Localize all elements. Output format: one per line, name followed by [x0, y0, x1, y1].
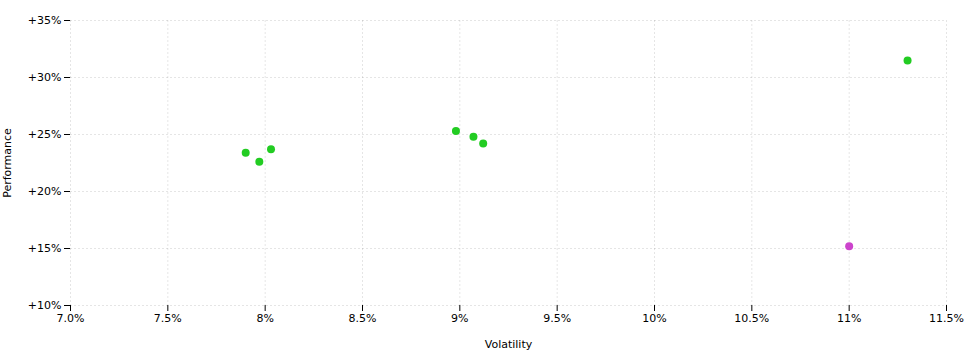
svg-text:10%: 10%	[642, 312, 666, 325]
svg-text:8.5%: 8.5%	[349, 312, 377, 325]
svg-text:11%: 11%	[837, 312, 861, 325]
svg-text:11.5%: 11.5%	[929, 312, 964, 325]
svg-text:+35%: +35%	[28, 14, 62, 27]
svg-text:Volatility: Volatility	[485, 338, 533, 350]
svg-text:+20%: +20%	[28, 185, 62, 198]
svg-text:+10%: +10%	[28, 299, 62, 312]
svg-text:8%: 8%	[256, 312, 273, 325]
svg-text:+30%: +30%	[28, 71, 62, 84]
svg-text:+25%: +25%	[28, 128, 62, 141]
svg-text:7.0%: 7.0%	[57, 312, 85, 325]
svg-text:Performance: Performance	[1, 128, 14, 198]
svg-text:9%: 9%	[451, 312, 468, 325]
svg-text:10.5%: 10.5%	[734, 312, 769, 325]
svg-text:9.5%: 9.5%	[543, 312, 571, 325]
svg-text:7.5%: 7.5%	[154, 312, 182, 325]
svg-text:+15%: +15%	[28, 242, 62, 255]
